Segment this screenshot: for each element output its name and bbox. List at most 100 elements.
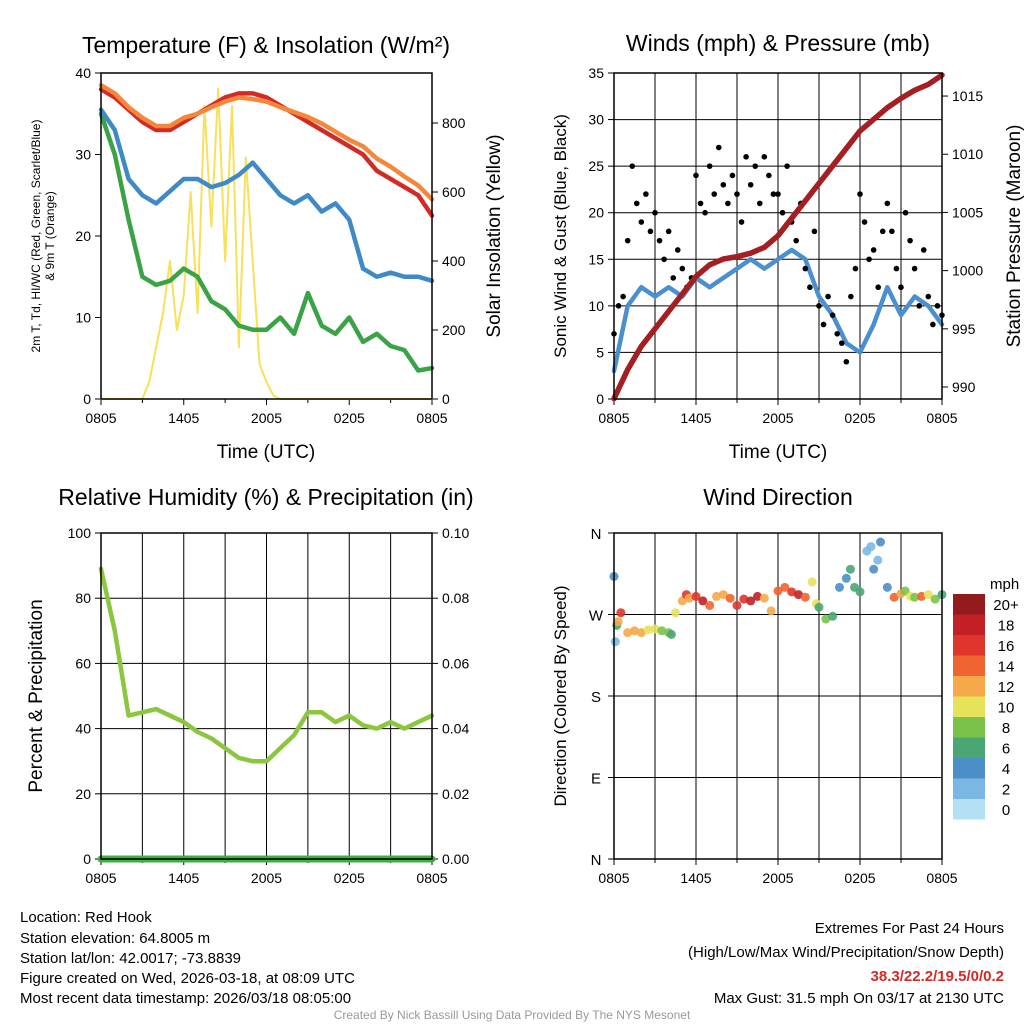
gust-point [843, 358, 850, 365]
direction-point [610, 637, 620, 647]
direction-point [873, 555, 883, 565]
direction-point [671, 608, 680, 618]
gust-point [715, 144, 722, 151]
y-tick-label: 10 [75, 310, 91, 326]
footer-latlon: Station lat/lon: 42.0017; -73.8839 [20, 950, 241, 967]
y-tick-label: 35 [588, 65, 604, 81]
gust-point [647, 228, 654, 235]
direction-point [759, 593, 769, 603]
gust-point [793, 237, 800, 244]
y-tick-label: 20 [75, 786, 91, 802]
y2-tick-label: 0.10 [442, 525, 469, 541]
x-tick-label: 0805 [85, 410, 116, 426]
gust-point [711, 191, 718, 197]
x-tick-label: 0805 [926, 410, 957, 426]
legend-label: 14 [998, 659, 1015, 676]
direction-point [650, 624, 660, 634]
series-line-td [98, 111, 435, 373]
gust-point [838, 340, 845, 346]
x-tick-label: 0205 [334, 870, 365, 886]
legend-swatch [953, 778, 985, 799]
y2-tick-label: 0.08 [442, 590, 469, 606]
gust-point [893, 265, 900, 272]
wind-ylabel: Sonic Wind & Gust (Blue, Black) [551, 114, 570, 358]
direction-point [923, 590, 933, 600]
max-gust: Max Gust: 31.5 mph On 03/17 at 2130 UTC [714, 990, 1004, 1007]
x-tick-label: 1405 [168, 410, 199, 426]
y2-tick-label: 1000 [952, 263, 983, 279]
y-tick-label: 100 [68, 525, 92, 541]
direction-point [732, 600, 742, 610]
direction-point [705, 600, 715, 610]
legend-swatch [953, 717, 985, 738]
gust-point [879, 228, 886, 235]
legend-swatch [953, 635, 985, 656]
direction-point [666, 629, 676, 639]
x-tick-label: 2005 [762, 870, 793, 886]
x-tick-label: 0205 [334, 410, 365, 426]
gust-point [889, 228, 895, 235]
direction-point [900, 586, 910, 596]
x-tick-label: 2005 [251, 870, 282, 886]
direction-point [691, 591, 701, 601]
direction-tick-label: W [589, 608, 604, 625]
gust-point [779, 209, 786, 216]
gust-point [679, 265, 686, 272]
direction-point [917, 591, 926, 601]
rh-line [98, 566, 435, 764]
y2-tick-label: 995 [952, 321, 976, 337]
gust-point [729, 172, 736, 179]
legend-title: mph [990, 576, 1019, 593]
gust-point [920, 247, 927, 253]
plot-border [613, 532, 943, 860]
gust-point [857, 191, 863, 197]
y-tick-label: 40 [75, 721, 91, 737]
gust-point [775, 191, 781, 197]
direction-point [876, 537, 885, 547]
gust-point [615, 303, 622, 309]
plot-border [100, 72, 433, 400]
x-tick-label: 1405 [168, 870, 199, 886]
y2-tick-label: 600 [442, 184, 466, 200]
x-tick-label: 1405 [680, 870, 711, 886]
plot-border [613, 72, 943, 400]
direction-tick-label: E [591, 771, 601, 788]
y-tick-label: 80 [75, 590, 91, 606]
legend-swatch [953, 594, 985, 615]
direction-point [636, 628, 646, 638]
direction-point [800, 592, 810, 602]
gust-point [820, 321, 827, 328]
direction-tick-label: N [591, 852, 602, 869]
y-tick-label: 20 [588, 205, 604, 221]
y2-tick-label: 200 [442, 322, 466, 338]
x-tick-label: 2005 [762, 410, 793, 426]
y2-tick-label: 1015 [952, 88, 983, 104]
gust-point [834, 331, 840, 337]
y2-tick-label: 0.00 [442, 851, 469, 867]
gust-point [907, 237, 913, 244]
direction-point [807, 577, 817, 587]
direction-point [613, 617, 623, 627]
gust-point [661, 256, 667, 263]
legend-label: 4 [1002, 761, 1010, 778]
legend-swatch [953, 696, 985, 717]
rh-ylabel: Percent & Precipitation [26, 599, 47, 792]
gust-point [738, 219, 745, 225]
direction-point [725, 593, 735, 603]
x-tick-label: 0805 [598, 410, 629, 426]
direction-point [910, 592, 920, 602]
gust-point [766, 172, 772, 179]
direction-point [712, 591, 721, 601]
gust-point [743, 154, 749, 160]
series-line-9m-t [98, 82, 435, 202]
direction-point [698, 596, 708, 606]
y-tick-label: 30 [588, 112, 604, 128]
x-tick-label: 0805 [926, 870, 957, 886]
legend-swatch [953, 758, 985, 779]
y2-tick-label: 0.02 [442, 786, 469, 802]
wind-ylabel-right: Station Pressure (Maroon) [1004, 125, 1024, 348]
gust-point [725, 200, 731, 207]
legend-label: 2 [1002, 782, 1010, 799]
y-tick-label: 5 [596, 344, 604, 360]
